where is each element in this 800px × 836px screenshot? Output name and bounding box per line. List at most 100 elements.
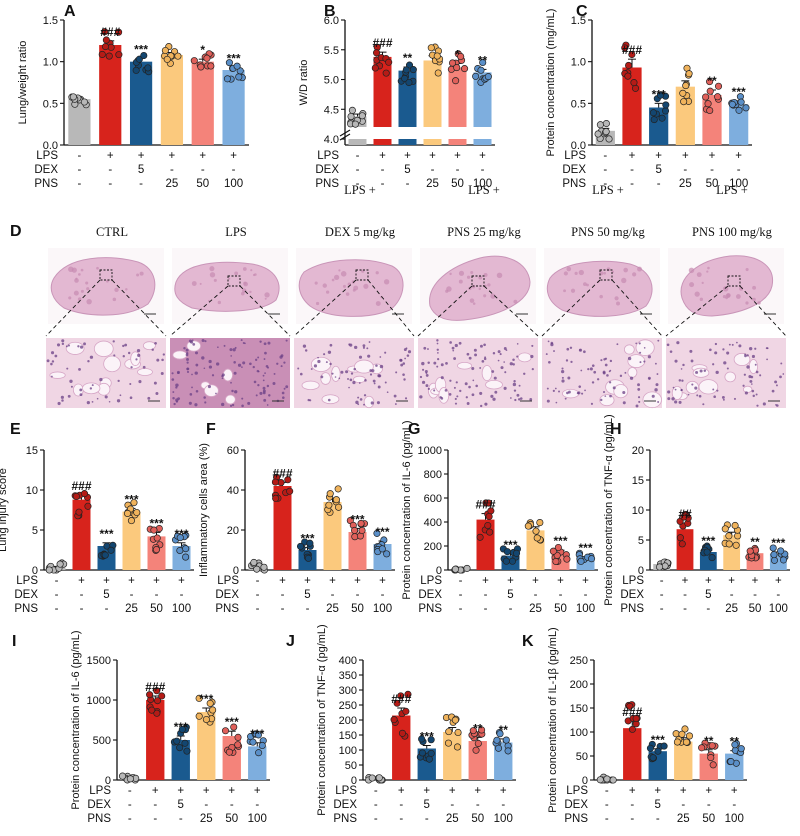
bar-stub	[398, 139, 417, 145]
cell-nucleus	[531, 344, 534, 347]
data-point	[98, 50, 106, 58]
treatment-value: +	[379, 575, 386, 587]
data-point	[404, 690, 412, 698]
cell-nucleus	[247, 401, 251, 405]
treatment-row-label: DEX	[215, 589, 239, 601]
treatment-value: -	[281, 589, 285, 601]
treatment-value: -	[476, 799, 480, 811]
treatment-value: -	[630, 799, 634, 811]
cell-nucleus	[671, 397, 675, 401]
cell-nucleus	[589, 367, 593, 371]
tissue-speck	[574, 271, 578, 275]
treatment-value: -	[683, 603, 687, 615]
tissue-speck	[701, 281, 704, 284]
tissue-speck	[706, 270, 709, 273]
y-tick-label: 400	[339, 655, 357, 667]
y-tick-label: 800	[424, 469, 442, 481]
treatment-value: -	[201, 164, 205, 176]
cell-nucleus	[762, 402, 766, 406]
treatment-row-label: PNS	[315, 178, 339, 190]
data-point	[258, 741, 266, 750]
treatment-value: +	[731, 785, 738, 797]
data-point	[405, 78, 413, 87]
cell-nucleus	[731, 343, 734, 346]
alveolus	[642, 391, 662, 409]
cell-nucleus	[370, 401, 374, 405]
treatment-value: 5	[655, 164, 661, 176]
data-point	[372, 49, 381, 57]
cell-nucleus	[494, 390, 498, 394]
data-point	[453, 64, 461, 72]
cell-nucleus	[252, 365, 255, 369]
histology-title-line2: PNS 100 mg/kg	[692, 225, 773, 239]
zoom-connector	[367, 279, 415, 337]
cell-nucleus	[497, 350, 501, 354]
treatment-value: 25	[426, 178, 439, 190]
data-point	[427, 736, 435, 744]
data-point	[485, 512, 493, 521]
y-axis-label: Protein concentration of IL-6 (pg/mL)	[401, 420, 413, 599]
zoom-connector	[611, 279, 663, 337]
cell-nucleus	[466, 402, 470, 405]
cell-nucleus	[451, 346, 455, 350]
data-point	[152, 546, 161, 554]
alveolus	[93, 340, 114, 357]
cell-nucleus	[297, 367, 300, 370]
treatment-value: -	[603, 150, 607, 162]
cell-nucleus	[259, 391, 263, 395]
cell-nucleus	[403, 348, 407, 352]
tissue-speck	[578, 269, 584, 276]
cell-nucleus	[504, 371, 507, 374]
treatment-value: 5	[103, 589, 109, 601]
data-point	[672, 730, 680, 738]
data-point	[478, 726, 486, 734]
tissue-speck	[699, 297, 704, 301]
cell-nucleus	[566, 347, 570, 351]
cell-nucleus	[367, 354, 371, 358]
treatment-value: 5	[304, 589, 310, 601]
cell-nucleus	[257, 384, 260, 387]
cell-nucleus	[492, 397, 496, 401]
data-point	[272, 494, 280, 502]
cell-nucleus	[161, 358, 164, 362]
zoom-connector	[169, 285, 229, 337]
cell-nucleus	[87, 359, 90, 363]
cell-nucleus	[604, 395, 607, 397]
y-axis-label: W/D ratio	[298, 60, 310, 106]
treatment-value: 25	[125, 603, 138, 615]
treatment-value: 100	[473, 178, 492, 190]
cell-nucleus	[561, 367, 564, 370]
cell-nucleus	[743, 373, 746, 376]
cell-nucleus	[155, 391, 159, 395]
y-tick-label: 1000	[87, 695, 111, 707]
cell-nucleus	[568, 390, 571, 394]
data-point	[402, 66, 410, 74]
treatment-value: +	[500, 785, 507, 797]
data-point	[737, 745, 745, 753]
cell-nucleus	[513, 380, 516, 383]
data-point	[351, 120, 359, 128]
data-point	[351, 526, 359, 534]
tissue-speck	[445, 289, 449, 293]
y-tick-label: 1.5	[43, 15, 58, 27]
alveolus	[225, 394, 236, 405]
data-point	[101, 551, 109, 559]
data-point	[512, 549, 521, 557]
cell-nucleus	[744, 391, 748, 395]
treatment-row-label: LPS	[335, 785, 357, 797]
bar	[622, 67, 642, 145]
cell-nucleus	[188, 339, 192, 343]
cell-nucleus	[194, 371, 198, 375]
cell-nucleus	[203, 396, 206, 399]
data-point	[183, 747, 191, 755]
bar	[68, 99, 91, 145]
cell-nucleus	[481, 359, 485, 363]
treatment-value: 100	[373, 603, 392, 615]
bar	[323, 502, 342, 570]
data-point	[725, 532, 733, 540]
treatment-row-label: LPS	[564, 150, 586, 162]
treatment-value: -	[406, 178, 410, 190]
cell-nucleus	[263, 342, 267, 346]
data-point	[457, 52, 465, 61]
treatment-value: -	[356, 178, 360, 190]
